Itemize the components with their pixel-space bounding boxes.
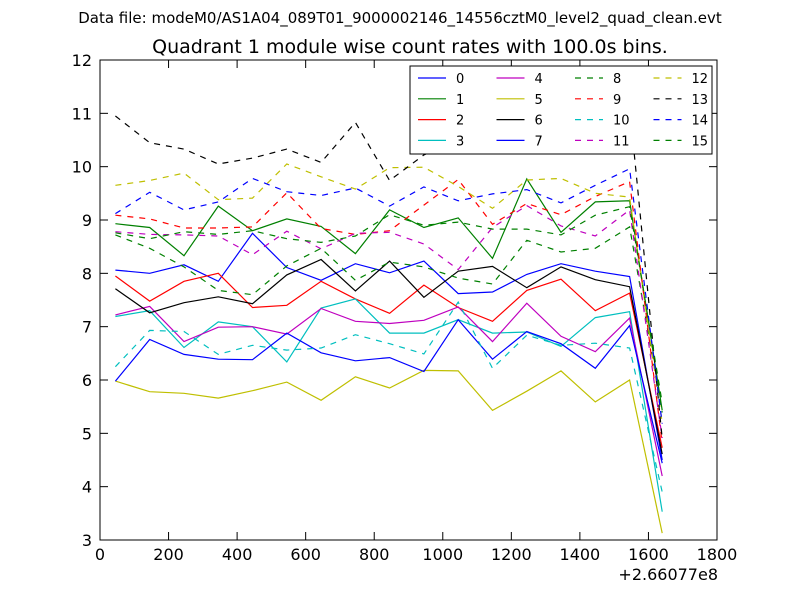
x-axis-offset-label: +2.66077e8 [618, 565, 718, 584]
legend-label-13: 13 [692, 93, 709, 108]
y-tick-label: 5 [82, 424, 92, 443]
series-line-5 [115, 369, 663, 534]
series-line-14 [115, 167, 663, 424]
series-line-3 [115, 298, 663, 512]
legend-label-2: 2 [456, 114, 464, 129]
legend-label-8: 8 [613, 72, 621, 87]
legend-label-15: 15 [692, 134, 709, 149]
chart-title: Quadrant 1 module wise count rates with … [152, 36, 668, 58]
legend-label-9: 9 [613, 93, 621, 108]
y-tick-label: 6 [82, 371, 92, 390]
series-line-2 [115, 272, 663, 448]
legend-box [409, 65, 713, 155]
legend-label-4: 4 [535, 72, 543, 87]
series-line-6 [115, 258, 663, 455]
series-line-0 [115, 232, 663, 461]
x-tick-label: 1600 [628, 545, 669, 564]
series-line-8 [115, 225, 663, 413]
legend-label-1: 1 [456, 93, 464, 108]
series-line-15 [115, 205, 663, 403]
y-tick-label: 3 [82, 531, 92, 550]
x-tick-label: 1000 [422, 545, 463, 564]
series-line-1 [115, 177, 663, 411]
axes: 0 200 400 600 800 1000 1200 1400 1600 1800 3 4 5 6 7 8 9… [72, 51, 738, 564]
legend-label-14: 14 [692, 114, 709, 129]
y-tick-label: 4 [82, 478, 92, 497]
x-tick-label: 800 [359, 545, 390, 564]
series-line-4 [115, 302, 663, 477]
legend-label-3: 3 [456, 134, 464, 149]
legend-label-5: 5 [535, 93, 543, 108]
plot-frame [99, 59, 718, 541]
legend-label-10: 10 [613, 114, 630, 129]
x-tick-label: 0 [95, 545, 105, 564]
legend-label-0: 0 [456, 72, 464, 87]
y-tick-label: 11 [72, 104, 92, 123]
x-tick-label: 1200 [491, 545, 532, 564]
x-tick-label: 1800 [697, 545, 738, 564]
legend-label-12: 12 [692, 72, 709, 87]
series-line-9 [115, 178, 663, 444]
x-tick-label: 1400 [560, 545, 601, 564]
x-tick-label: 400 [222, 545, 253, 564]
series-line-12 [115, 163, 663, 423]
y-tick-label: 9 [82, 211, 92, 230]
legend-label-7: 7 [535, 134, 543, 149]
legend-label-6: 6 [535, 114, 543, 129]
y-tick-label: 7 [82, 318, 92, 337]
data-file-label: Data file: modeM0/AS1A04_089T01_90000021… [78, 9, 722, 28]
y-tick-label: 10 [72, 158, 92, 177]
series-line-10 [114, 300, 663, 493]
series-line-7 [114, 318, 663, 464]
y-tick-label: 8 [82, 264, 92, 283]
x-tick-label: 600 [290, 545, 321, 564]
legend-label-11: 11 [613, 134, 630, 149]
series-line-11 [115, 204, 663, 439]
y-tick-label: 12 [72, 51, 92, 70]
plot-area [114, 105, 663, 534]
x-tick-label: 200 [153, 545, 184, 564]
